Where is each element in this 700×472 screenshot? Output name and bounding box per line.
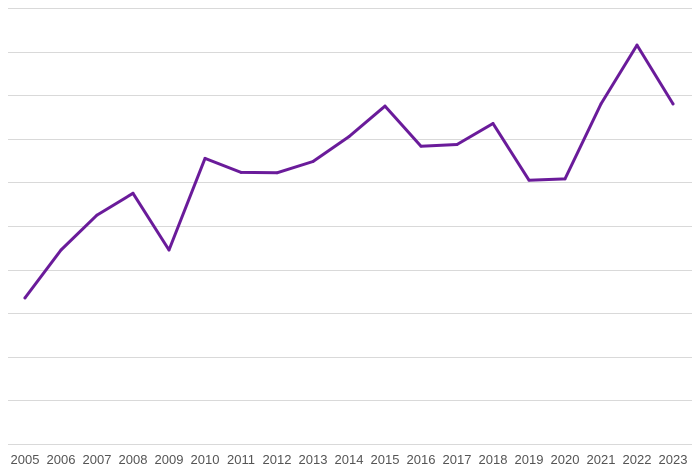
x-tick-label: 2017	[443, 452, 472, 467]
x-tick-label: 2014	[335, 452, 364, 467]
x-tick-label: 2010	[191, 452, 220, 467]
x-tick-label: 2022	[623, 452, 652, 467]
x-tick-label: 2013	[299, 452, 328, 467]
x-tick-label: 2016	[407, 452, 436, 467]
x-tick-label: 2015	[371, 452, 400, 467]
data-point	[239, 170, 243, 174]
x-axis-tick-labels: 2005 2006 2007 2008 2009 2010 2011 2012 2013 2014…	[11, 452, 688, 467]
gridlines	[8, 8, 692, 445]
data-point	[419, 144, 423, 148]
data-point	[635, 43, 639, 47]
data-point	[131, 191, 135, 195]
series-line	[23, 43, 675, 300]
data-point	[563, 177, 567, 181]
x-tick-label: 2018	[479, 452, 508, 467]
data-point	[167, 248, 171, 252]
data-point	[95, 213, 99, 217]
data-point	[23, 296, 27, 300]
data-point	[527, 178, 531, 182]
data-point	[59, 248, 63, 252]
data-point	[203, 156, 207, 160]
data-point	[275, 171, 279, 175]
x-tick-label: 2020	[551, 452, 580, 467]
x-tick-label: 2019	[515, 452, 544, 467]
x-tick-label: 2006	[47, 452, 76, 467]
x-tick-label: 2021	[587, 452, 616, 467]
data-point	[311, 160, 315, 163]
series-group	[23, 43, 675, 300]
x-tick-label: 2007	[83, 452, 112, 467]
data-point	[599, 102, 603, 106]
x-tick-label: 2009	[155, 452, 184, 467]
x-tick-label: 2005	[11, 452, 40, 467]
x-tick-label: 2008	[119, 452, 148, 467]
x-tick-label: 2011	[227, 452, 255, 467]
data-point	[383, 104, 387, 108]
data-point	[491, 122, 495, 125]
data-point	[455, 143, 459, 146]
x-tick-label: 2023	[659, 452, 688, 467]
data-point	[347, 135, 351, 139]
data-point	[671, 102, 675, 106]
x-tick-label: 2012	[263, 452, 292, 467]
